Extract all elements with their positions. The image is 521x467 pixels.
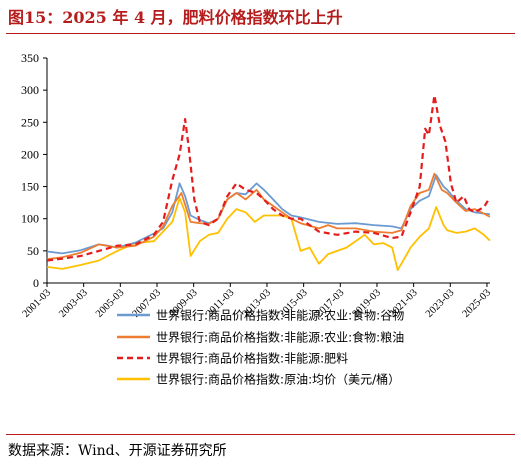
y-tick-label: 150 <box>21 180 39 194</box>
chart-series-lines <box>46 94 491 271</box>
y-tick-label: 250 <box>21 115 39 129</box>
x-tick-label: 2001-03 <box>21 287 54 320</box>
legend-label-2: 世界银行:商品价格指数:非能源:肥料 <box>156 351 348 366</box>
series-line-3 <box>46 197 491 271</box>
y-tick-label: 300 <box>21 83 39 97</box>
x-tick-label: 2025-03 <box>461 287 494 320</box>
x-tick-label: 2023-03 <box>424 287 457 320</box>
x-tick-label: 2003-03 <box>57 287 90 320</box>
chart-legend: 世界银行:商品价格指数:非能源:农业:食物:谷物世界银行:商品价格指数:非能源:… <box>117 308 404 387</box>
legend-label-1: 世界银行:商品价格指数:非能源:农业:食物:粮油 <box>156 330 404 345</box>
y-tick-label: 0 <box>33 276 39 290</box>
source-note: 数据来源：Wind、开源证券研究所 <box>8 443 227 459</box>
legend-label-0: 世界银行:商品价格指数:非能源:农业:食物:谷物 <box>156 308 404 323</box>
y-tick-label: 100 <box>21 212 39 226</box>
source-rule <box>6 434 515 435</box>
series-line-0 <box>46 174 490 255</box>
series-line-2 <box>46 94 491 262</box>
y-tick-label: 50 <box>27 244 39 258</box>
title-rule <box>6 33 515 34</box>
y-tick-label: 200 <box>21 147 39 161</box>
legend-label-3: 世界银行:商品价格指数:原油:均价（美元/桶） <box>156 372 400 387</box>
series-line-1 <box>46 172 491 261</box>
y-tick-label: 350 <box>21 51 39 65</box>
figure-title: 图15：2025 年 4 月，肥料价格指数环比上升 <box>8 8 343 27</box>
